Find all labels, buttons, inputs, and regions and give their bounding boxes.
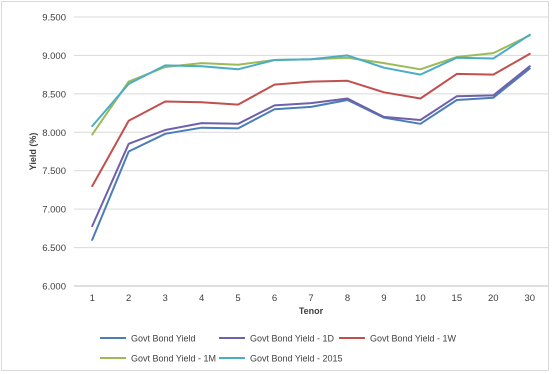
series-lines [91, 33, 531, 241]
x-tick-label: 3 [163, 293, 168, 304]
gridlines [74, 16, 548, 249]
x-tick-label: 4 [199, 293, 204, 304]
legend-label: Govt Bond Yield [131, 334, 196, 344]
x-tick-label: 10 [415, 293, 426, 304]
x-tick-label: 7 [308, 293, 313, 304]
legend-label: Govt Bond Yield - 1M [131, 354, 216, 364]
series-line-4 [91, 34, 531, 136]
x-tick-label: 30 [524, 293, 535, 304]
legend: Govt Bond Yield Govt Bond Yield - 1D Govt … [100, 334, 457, 364]
x-tick-label: 20 [488, 293, 499, 304]
legend-label: Govt Bond Yield - 1W [370, 334, 457, 344]
y-tick-label: 7.500 [42, 166, 66, 177]
series-line-1 [91, 67, 531, 241]
legend-label: Govt Bond Yield - 2015 [250, 354, 343, 364]
x-tick-label: 5 [235, 293, 240, 304]
y-tick-label: 8.500 [42, 89, 66, 100]
y-tick-label: 6.500 [42, 243, 66, 254]
y-tick-label: 9.500 [42, 13, 66, 24]
axes: 6.000 6.500 7.000 7.500 8.000 8.500 9.000 9.500… [42, 13, 548, 304]
y-axis-title: Yield (%) [28, 133, 38, 171]
series-line-2 [91, 65, 531, 228]
y-tick-label: 7.000 [42, 205, 66, 216]
x-tick-label: 6 [272, 293, 277, 304]
x-tick-label: 1 [90, 293, 95, 304]
y-tick-label: 6.000 [42, 282, 66, 293]
y-tick-label: 8.000 [42, 128, 66, 139]
x-tick-label: 8 [345, 293, 350, 304]
series-line-5 [91, 33, 531, 128]
series-line-3 [91, 52, 531, 188]
legend-label: Govt Bond Yield - 1D [250, 334, 335, 344]
y-tick-label: 9.000 [42, 51, 66, 62]
x-tick-label: 9 [381, 293, 386, 304]
x-axis-title: Tenor [299, 306, 324, 316]
x-tick-label: 15 [452, 293, 463, 304]
x-tick-label: 2 [126, 293, 131, 304]
